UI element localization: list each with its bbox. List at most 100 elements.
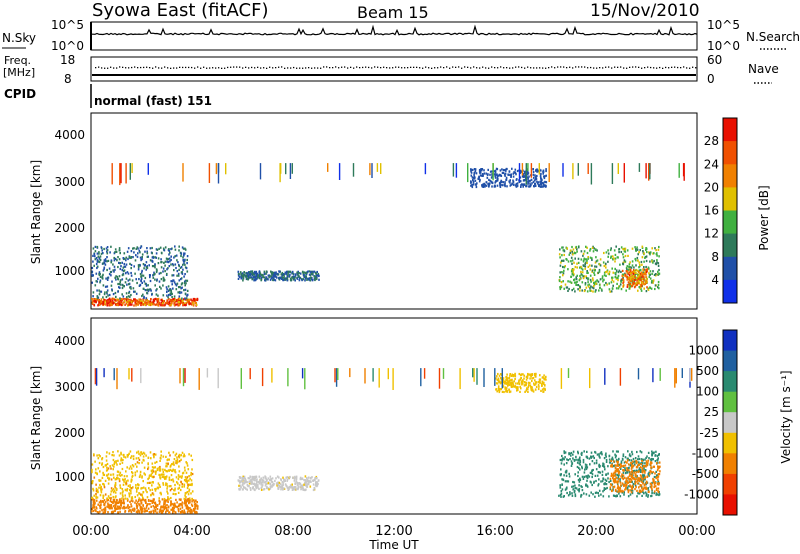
heatmap-cell <box>607 252 610 255</box>
heatmap-cell <box>108 496 111 500</box>
heatmap-cell <box>598 263 601 266</box>
heatmap-cell <box>158 301 161 305</box>
heatmap-cell <box>283 487 285 490</box>
heatmap-cell <box>624 467 626 470</box>
heatmap-cell <box>125 163 127 184</box>
heatmap-cell <box>130 256 133 259</box>
heatmap-cell <box>190 471 192 475</box>
heatmap-cell <box>619 495 622 498</box>
heatmap-cell <box>658 482 660 485</box>
nave-point <box>623 67 625 69</box>
nave-point <box>398 66 400 68</box>
heatmap-cell <box>106 300 108 303</box>
heatmap-cell <box>635 259 637 262</box>
heatmap-cell <box>97 296 100 299</box>
heatmap-cell <box>183 303 186 306</box>
heatmap-cell <box>112 495 115 499</box>
heatmap-cell <box>655 450 657 453</box>
heatmap-cell <box>162 510 164 513</box>
heatmap-cell <box>186 486 189 490</box>
heatmap-cell <box>128 368 130 380</box>
heatmap-cell <box>166 504 168 507</box>
heatmap-cell <box>113 259 116 262</box>
heatmap-cell <box>654 485 657 488</box>
heatmap-cell <box>618 251 620 254</box>
heatmap-cell <box>545 168 547 171</box>
heatmap-cell <box>286 476 289 479</box>
heatmap-cell <box>187 483 189 486</box>
heatmap-cell <box>635 469 638 472</box>
heatmap-cell <box>649 286 651 289</box>
heatmap-cell <box>181 483 184 486</box>
heatmap-cell <box>276 272 279 276</box>
heatmap-cell <box>141 511 143 514</box>
heatmap-cell <box>526 171 529 175</box>
heatmap-cell <box>96 252 99 255</box>
heatmap-cell <box>137 483 139 486</box>
power-panel-frame <box>90 112 698 310</box>
heatmap-cell <box>589 268 592 271</box>
heatmap-cell <box>136 504 139 507</box>
heatmap-cell <box>567 494 570 497</box>
heatmap-cell <box>583 257 585 261</box>
nave-point <box>338 67 340 69</box>
heatmap-cell <box>294 482 297 485</box>
heatmap-cell <box>124 272 127 275</box>
heatmap-cell <box>99 455 101 458</box>
heatmap-cell <box>646 455 648 458</box>
heatmap-cell <box>142 510 144 513</box>
heatmap-cell <box>508 388 510 391</box>
heatmap-cell <box>136 281 138 285</box>
heatmap-cell <box>519 171 522 174</box>
heatmap-cell <box>172 462 174 465</box>
nave-point <box>146 66 148 68</box>
heatmap-cell <box>124 497 127 500</box>
heatmap-cell <box>307 476 310 479</box>
heatmap-cell <box>295 480 297 483</box>
heatmap-cell <box>91 463 94 466</box>
heatmap-cell <box>558 279 561 283</box>
heatmap-cell <box>154 503 157 506</box>
freq-label-line1: Freq. <box>4 54 31 67</box>
heatmap-cell <box>499 373 502 376</box>
heatmap-cell <box>196 511 198 514</box>
heatmap-cell <box>611 163 614 184</box>
heatmap-cell <box>114 503 116 506</box>
heatmap-cell <box>273 275 275 278</box>
heatmap-cell <box>148 481 151 484</box>
heatmap-cell <box>629 278 632 281</box>
heatmap-cell <box>579 456 581 459</box>
heatmap-cell <box>637 282 640 285</box>
heatmap-cell <box>545 174 547 177</box>
heatmap-cell <box>611 462 613 465</box>
heatmap-cell <box>117 265 119 269</box>
heatmap-cell <box>301 486 304 490</box>
heatmap-cell <box>607 472 609 475</box>
heatmap-cell <box>119 474 122 477</box>
heatmap-cell <box>144 498 147 502</box>
heatmap-cell <box>303 488 306 492</box>
heatmap-cell <box>538 385 540 388</box>
nave-point <box>344 66 346 68</box>
heatmap-cell <box>653 483 656 486</box>
heatmap-cell <box>482 184 484 187</box>
heatmap-cell <box>248 485 250 488</box>
heatmap-cell <box>572 253 574 256</box>
heatmap-cell <box>125 292 128 295</box>
heatmap-cell <box>490 180 492 183</box>
heatmap-cell <box>515 185 518 188</box>
heatmap-cell <box>183 281 186 285</box>
heatmap-cell <box>571 268 573 271</box>
heatmap-cell <box>110 496 112 500</box>
heatmap-cell <box>106 291 108 294</box>
heatmap-cell <box>589 480 592 483</box>
heatmap-cell <box>181 501 184 504</box>
heatmap-cell <box>545 375 547 378</box>
heatmap-cell <box>615 287 618 290</box>
heatmap-cell <box>132 465 135 468</box>
heatmap-cell <box>171 283 173 286</box>
heatmap-cell <box>277 487 280 490</box>
heatmap-cell <box>217 163 220 184</box>
heatmap-cell <box>105 277 107 280</box>
heatmap-cell <box>311 279 314 282</box>
